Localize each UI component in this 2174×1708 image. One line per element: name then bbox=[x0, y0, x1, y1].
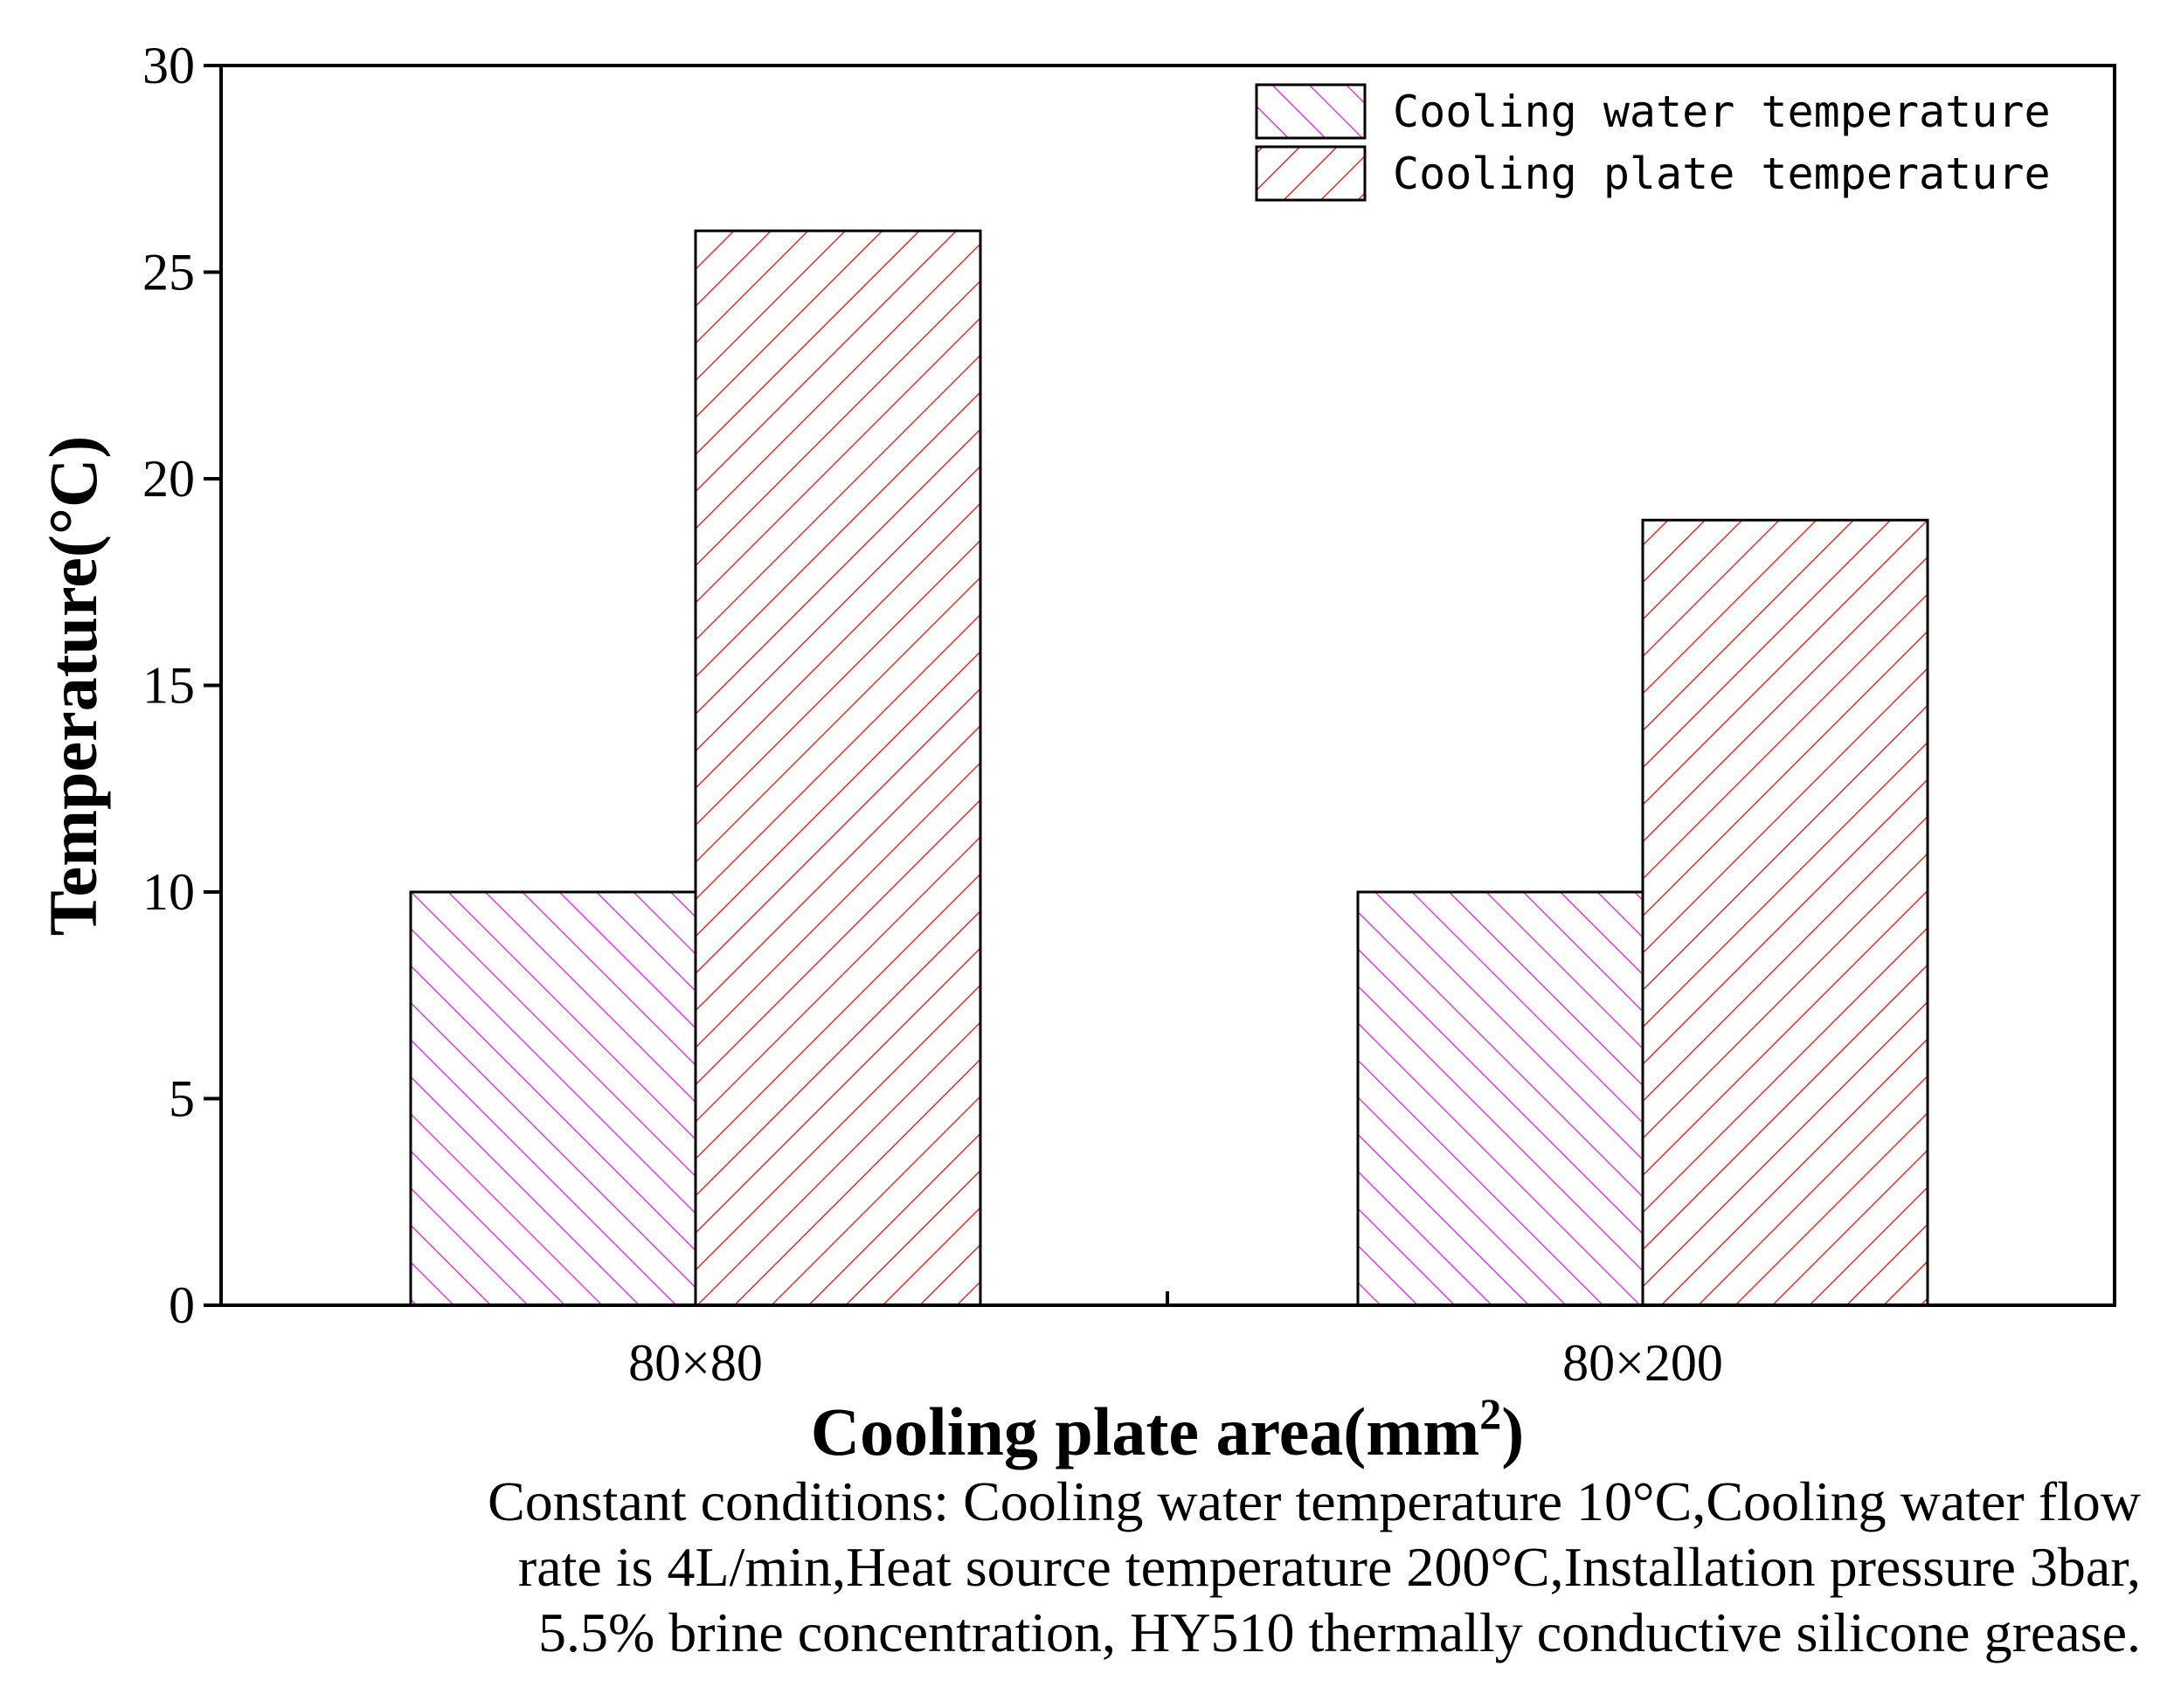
x-tick-label: 80×200 bbox=[1562, 1334, 1723, 1392]
caption-line-1: Constant conditions: Cooling water tempe… bbox=[488, 1470, 2141, 1532]
x-axis-ticks: 80×80 80×200 bbox=[628, 1291, 1723, 1392]
x-axis-title-text: Cooling plate area(mm bbox=[811, 1393, 1479, 1469]
legend-label-plate: Cooling plate temperature bbox=[1393, 149, 2051, 199]
x-tick-label: 80×80 bbox=[628, 1334, 763, 1392]
y-axis-ticks: 0 5 10 15 20 25 30 bbox=[142, 37, 221, 1334]
y-tick-label: 20 bbox=[142, 450, 195, 508]
y-tick-label: 5 bbox=[169, 1070, 195, 1128]
x-axis-title-suffix: ) bbox=[1501, 1393, 1524, 1469]
legend: Cooling water temperature Cooling plate … bbox=[1255, 83, 2051, 202]
legend-swatch-plate bbox=[1255, 145, 1367, 202]
caption-line-2: rate is 4L/min,Heat source temperature 2… bbox=[518, 1536, 2141, 1598]
y-tick-label: 30 bbox=[142, 37, 195, 94]
caption: Constant conditions: Cooling water tempe… bbox=[488, 1470, 2141, 1663]
legend-label-water: Cooling water temperature bbox=[1393, 86, 2051, 137]
x-axis-title: Cooling plate area(mm2) bbox=[811, 1389, 1524, 1469]
bar-water-2 bbox=[1356, 890, 1644, 1307]
y-tick-label: 25 bbox=[142, 244, 195, 301]
bar-plate-2 bbox=[1641, 518, 1929, 1307]
caption-line-3: 5.5% brine concentration, HY510 thermall… bbox=[538, 1601, 2141, 1663]
y-tick-label: 0 bbox=[169, 1276, 195, 1334]
bar-water-1 bbox=[409, 890, 697, 1307]
y-tick-label: 10 bbox=[142, 863, 195, 921]
y-tick-label: 15 bbox=[142, 657, 195, 715]
y-axis-title: Temperature(°C) bbox=[35, 436, 111, 937]
bar-plate-1 bbox=[694, 229, 982, 1307]
x-axis-title-superscript: 2 bbox=[1479, 1389, 1501, 1438]
legend-swatch-water bbox=[1255, 83, 1367, 140]
bars-layer bbox=[409, 229, 1929, 1307]
